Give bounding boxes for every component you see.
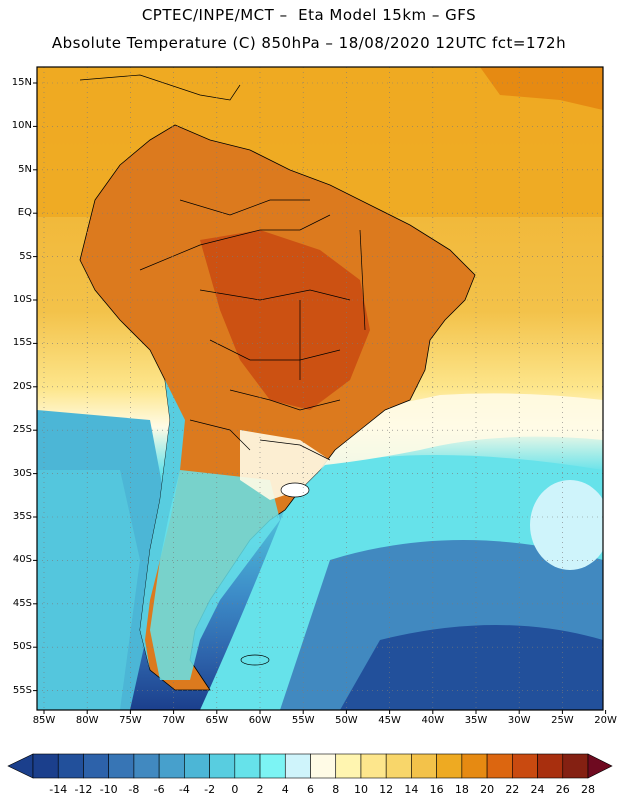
colorbar-label: 4: [281, 783, 289, 796]
country-borders: [139, 199, 366, 461]
warm-eddy: [530, 480, 603, 570]
colorbar-segment: [57, 753, 84, 779]
lat-label: 55S: [12, 684, 32, 696]
lon-label: 35W: [464, 715, 488, 726]
colorbar-segment: [385, 753, 412, 779]
lat-label: 5S: [19, 250, 32, 262]
map-subtitle: Absolute Temperature (C) 850hPa – 18/08/…: [51, 34, 567, 52]
colorbar-segment: [486, 753, 513, 779]
lon-label: 30W: [507, 715, 531, 726]
lon-label: 60W: [248, 715, 272, 726]
lat-label: 10S: [12, 294, 32, 305]
atlantic-deep-blue-region: [340, 625, 603, 710]
colorbar-segment: [108, 753, 135, 779]
colorbar-segment: [184, 753, 210, 779]
colorbar-segment: [537, 753, 564, 779]
colorbar-segment: [562, 753, 589, 779]
colorbar-label: -4: [178, 783, 190, 796]
colorbar-label: -8: [128, 783, 140, 796]
lon-label: 45W: [378, 715, 401, 726]
falkland-islands: [240, 654, 270, 666]
colorbar-segment: [133, 753, 160, 779]
colorbar-label: 6: [307, 783, 314, 796]
colorbar-arrow-left: [7, 753, 34, 779]
patagonia-cold-region: [150, 470, 280, 680]
lat-label: 10N: [11, 120, 32, 132]
colorbar-label: 2: [256, 783, 264, 796]
southern-land-cold-region: [240, 430, 330, 500]
lat-label: 30S: [12, 467, 32, 479]
colorbar-label: 12: [379, 783, 394, 796]
colorbar-label: 22: [505, 783, 520, 796]
colorbar-label: -2: [204, 783, 216, 796]
colorbar-segment: [209, 753, 236, 779]
lon-label: 25W: [551, 715, 574, 726]
colorbar-segment: [335, 753, 362, 779]
colorbar-segment: [158, 753, 185, 779]
colorbar-segment: [234, 753, 261, 779]
colorbar-label: 0: [231, 783, 239, 796]
lat-label: 40S: [12, 554, 32, 566]
map-title: CPTEC/INPE/MCT – Eta Model 15km – GFS: [141, 6, 477, 24]
graticule: [37, 67, 603, 710]
colorbar-segment: [436, 753, 463, 779]
lon-label: 50W: [335, 715, 358, 726]
axis-ticks: [33, 82, 607, 714]
colorbar-label: 16: [429, 783, 444, 796]
pacific-cyan-region: [37, 470, 140, 710]
lat-label: EQ: [17, 207, 32, 219]
colorbar-arrow-right: [587, 753, 613, 779]
colorbar-segment: [310, 753, 337, 779]
lon-label: 80W: [75, 715, 99, 726]
colorbar-label: 18: [454, 783, 469, 796]
colorbar-label: -14: [49, 783, 68, 796]
map-field: [37, 67, 603, 710]
colorbar-segment: [411, 753, 437, 779]
lat-label: 45S: [12, 597, 32, 609]
hot-core-region: [200, 230, 370, 410]
map-frame: [36, 66, 604, 711]
colorbar-label: 8: [332, 783, 340, 796]
rio-de-la-plata: [280, 482, 310, 498]
lat-label: 25S: [12, 424, 32, 436]
colorbar-segment: [259, 753, 286, 779]
colorbar-label: 14: [404, 783, 419, 796]
colorbar-label: -12: [74, 783, 93, 796]
colorbar-segment: [461, 753, 488, 779]
colorbar-label: 24: [530, 783, 545, 796]
caribbean-coast: [79, 74, 241, 101]
colorbar-segment: [360, 753, 387, 779]
warm-ocean-patch: [480, 67, 603, 110]
lon-label: 20W: [594, 715, 617, 726]
lat-label: 35S: [12, 511, 32, 522]
lon-label: 70W: [162, 715, 185, 726]
colorbar-segment: [284, 753, 311, 779]
lon-label: 65W: [205, 715, 229, 726]
lon-label: 75W: [119, 715, 142, 726]
lon-label: 40W: [421, 715, 445, 726]
colorbar-label: 26: [555, 783, 570, 796]
colorbar: [7, 753, 613, 779]
colorbar-segment: [83, 753, 109, 779]
colorbar-segment: [32, 753, 59, 779]
colorbar-label: 28: [581, 783, 595, 796]
colorbar-label: -6: [153, 783, 165, 796]
lat-label: 15N: [11, 77, 32, 88]
lon-label: 85W: [32, 715, 56, 726]
lat-label: 5N: [18, 163, 32, 175]
lon-label: 55W: [291, 715, 315, 726]
colorbar-label: 10: [353, 783, 368, 796]
colorbar-segment: [512, 753, 538, 779]
lat-label: 20S: [12, 380, 32, 392]
colorbar-label: -10: [99, 783, 118, 796]
colorbar-label: 20: [480, 783, 495, 796]
lat-label: 15S: [12, 337, 32, 349]
lat-label: 50S: [12, 641, 32, 653]
